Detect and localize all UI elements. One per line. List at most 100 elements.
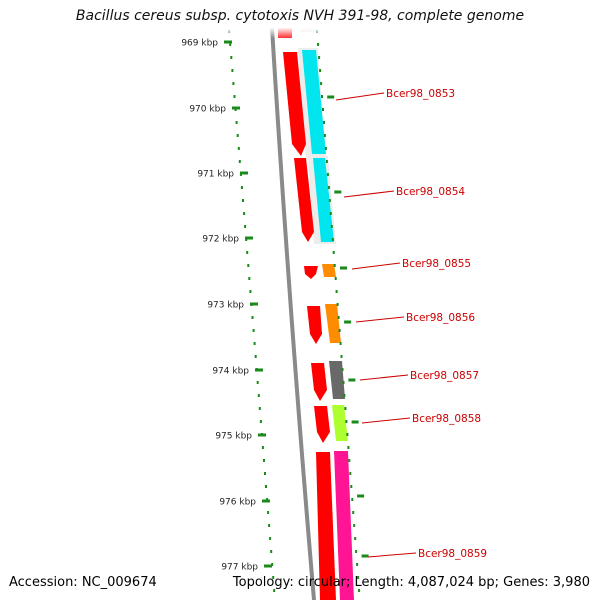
ruler-tick-outer (351, 420, 359, 424)
ruler-dot (263, 459, 265, 462)
ruler-dot (251, 316, 254, 319)
ruler-dot (331, 238, 334, 241)
gene-leader-line (343, 190, 395, 198)
gene-leader-line (355, 316, 405, 323)
ruler-dot (238, 160, 241, 163)
ruler-dot (256, 381, 259, 384)
ruler-dot (335, 290, 338, 293)
ruler-dot (347, 446, 350, 449)
ruler-dot (352, 511, 355, 514)
ruler-ticks (224, 40, 369, 568)
ruler-dot (233, 95, 236, 98)
ruler-labels: 969 kbp 970 kbp 971 kbp 972 kbp 973 kbp 974 k… (181, 39, 258, 573)
ruler-dot (340, 355, 343, 358)
ruler-dot (345, 420, 348, 423)
ruler-dot (253, 342, 256, 345)
ruler-tick-label: 971 kbp (197, 170, 234, 180)
gene-label: Bcer98_0856 (406, 312, 475, 324)
gene-label: Bcer98_0854 (396, 186, 465, 198)
cds-feature-0857 (311, 363, 327, 401)
ruler-tick-outer (361, 554, 369, 558)
ruler-tick (240, 171, 248, 175)
gene-feature-0856 (325, 304, 341, 343)
ruler-tick-outer (327, 95, 335, 99)
ruler-dot (258, 407, 261, 410)
ruler-tick-label: 975 kbp (215, 432, 252, 442)
ruler-tick (264, 564, 272, 568)
gene-feature-0854 (313, 158, 334, 242)
gene-label: Bcer98_0853 (386, 88, 455, 100)
ruler-dot (273, 589, 276, 592)
gene-label: Bcer98_0859 (418, 548, 487, 560)
map-title: Bacillus cereus subsp. cytotoxis NVH 391… (75, 8, 525, 24)
ruler-dot (319, 69, 322, 72)
ruler-tick (224, 40, 232, 44)
ruler-tick-label: 976 kbp (219, 498, 256, 508)
ruler-dot (343, 394, 346, 397)
gene-leader-line (351, 262, 401, 270)
ruler-dot (357, 576, 360, 579)
ruler-dot (333, 264, 336, 267)
ruler-dot (270, 550, 273, 553)
ruler-dot (242, 199, 244, 202)
gene-feature-0855 (322, 264, 336, 277)
ruler-dot (327, 186, 330, 189)
gene-feature-0859 (334, 451, 354, 600)
ruler-dot (268, 524, 271, 527)
gene-label: Bcer98_0857 (410, 370, 479, 382)
ruler-dot (354, 537, 357, 540)
ruler-dot (229, 43, 232, 46)
gene-leader-line (367, 552, 417, 558)
ruler-dot (353, 524, 356, 527)
ruler-dot (349, 472, 352, 475)
top-fade (0, 28, 600, 38)
ruler-dot (358, 589, 361, 592)
cds-feature-0858 (314, 406, 330, 443)
ruler-dot (323, 134, 326, 137)
cds-feature-0853 (283, 52, 306, 156)
gene-feature-0857 (329, 361, 345, 399)
ruler-dot (240, 186, 243, 189)
ruler-dot (317, 43, 320, 46)
ruler-dot (264, 472, 266, 475)
genome-backbone (270, 27, 316, 600)
gene-leader-line (361, 417, 411, 424)
ruler-dot (267, 511, 270, 514)
ruler-tick-outer (348, 378, 356, 382)
ruler-tick (245, 236, 253, 240)
cds-feature-0856 (307, 306, 322, 344)
ruler-dot (261, 446, 264, 449)
ruler-dot (321, 95, 323, 98)
ruler-dot (265, 485, 267, 488)
ruler-dot (355, 550, 358, 553)
ruler-dot (334, 277, 337, 280)
ruler-tick-outer (340, 266, 347, 270)
ruler-dot (338, 329, 341, 332)
ruler-dot (337, 316, 340, 319)
ruler-dot (324, 147, 327, 150)
genome-summary: Topology: circular; Length: 4,087,024 bp… (232, 575, 590, 590)
ruler-dot (339, 342, 342, 345)
ruler-dot (336, 303, 339, 306)
ruler-dot (248, 277, 251, 280)
ruler-tick-outer (357, 494, 365, 498)
accession-label: Accession: NC_009674 (9, 575, 157, 590)
ruler-dot (344, 407, 347, 410)
ruler-dot (330, 225, 333, 228)
ruler-dot (269, 537, 272, 540)
ruler-dot (247, 264, 250, 267)
ruler-tick-label: 973 kbp (207, 301, 244, 311)
ruler-dot (341, 368, 344, 371)
ruler-dot (351, 498, 354, 501)
ruler-tick (250, 302, 258, 306)
ruler-tick (232, 106, 240, 110)
ruler-tick-outer (334, 190, 342, 194)
gene-leader-line (359, 374, 409, 381)
ruler-dot (346, 433, 349, 436)
ruler-tick-label: 970 kbp (189, 105, 226, 115)
ruler-dot (350, 485, 353, 488)
ruler-dot (236, 134, 239, 137)
ruler-dot (328, 199, 331, 202)
ruler-dot (272, 576, 275, 579)
